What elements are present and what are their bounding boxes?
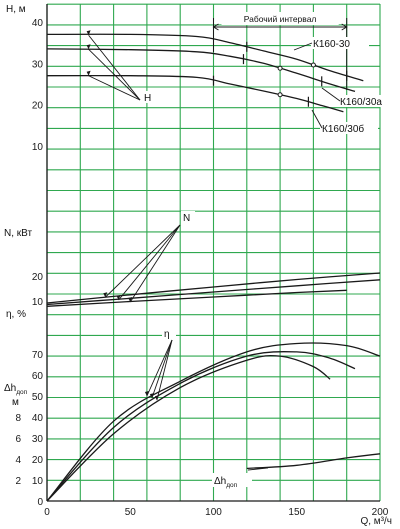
head-callout-label-bg (142, 91, 156, 103)
npsh-callout-label-bg (212, 473, 252, 487)
efficiency-curve-к160-30 (46, 342, 381, 502)
npsh-y-tick-label: 2 (15, 476, 21, 487)
npsh-y-axis-label: Δhдоп (4, 383, 28, 396)
efficiency-y-tick-label: 60 (32, 371, 44, 382)
efficiency-curve-к160-30а (46, 351, 356, 502)
curve-name-leader (311, 109, 323, 129)
head-curve-к160-30 (46, 33, 364, 82)
head-y-tick-label: 20 (32, 101, 44, 112)
power-callout-leader (118, 224, 181, 301)
power-callout-label-bg (181, 211, 195, 223)
efficiency-y-axis-label: η, % (6, 309, 26, 320)
npsh-curve--hдоп (246, 453, 381, 470)
head-curve-к160-30а (46, 48, 356, 93)
x-tick-label: 0 (44, 507, 50, 518)
x-axis-label: Q, м³/ч (360, 516, 392, 527)
power-callout-leader-arrowhead (103, 292, 108, 298)
efficiency-y-tick-label: 50 (32, 392, 44, 403)
curve-name-leader (321, 87, 341, 102)
efficiency-y-tick-label: 20 (32, 455, 44, 466)
efficiency-callout-label: η (164, 329, 170, 340)
head-curve-point-marker (277, 92, 283, 98)
power-callout-leader (129, 224, 181, 303)
curve-name-leader (293, 42, 313, 51)
x-tick-label: 200 (372, 507, 389, 518)
npsh-callout-label: Δhдоп (214, 476, 238, 489)
x-tick-label: 100 (205, 507, 222, 518)
npsh-callout-leader (247, 467, 269, 471)
efficiency-callout-label-bg (162, 327, 176, 339)
head-y-tick-label: 40 (32, 18, 44, 29)
efficiency-y-tick-label: 30 (32, 434, 44, 445)
head-callout-leader (88, 75, 141, 101)
npsh-y-tick-label: 6 (15, 434, 21, 445)
origin-tick-label: 0 (37, 497, 43, 508)
curve-name-label-bg (311, 37, 369, 49)
power-curve-к160-30а (46, 279, 381, 306)
annotations: Рабочий интервал К160-30 К160/30а К160/30б H… (86, 12, 396, 489)
curve-name-label-bg (338, 95, 396, 107)
power-y-tick-label: 10 (32, 297, 44, 308)
power-y-axis-label: N, кВт (4, 228, 32, 239)
head-curve-к160-30б (46, 74, 344, 113)
power-callout-leader-arrowhead (116, 295, 121, 300)
efficiency-callout-leader (151, 339, 173, 399)
efficiency-callout-leader-arrowhead (149, 393, 154, 399)
efficiency-y-tick-label: 40 (32, 413, 44, 424)
working-interval-label-bg (221, 12, 339, 25)
x-tick-label: 50 (125, 507, 137, 518)
curve-name-label-bg (320, 122, 378, 134)
working-interval-arrow-left (212, 23, 219, 31)
curves (46, 33, 381, 502)
head-callout-leader (88, 48, 141, 101)
efficiency-callout-leader (156, 339, 173, 401)
head-y-tick-label: 10 (32, 142, 44, 153)
power-y-tick-label: 20 (32, 272, 44, 283)
power-callout-leader-arrowhead (128, 297, 133, 302)
efficiency-callout-leader (146, 339, 173, 397)
head-callout-leader-arrowhead (86, 70, 91, 76)
power-callout-leader (104, 224, 181, 298)
head-y-axis-label: H, м (6, 4, 26, 15)
npsh-y-tick-label: 8 (15, 413, 21, 424)
head-callout-leader (88, 34, 141, 101)
head-callout-leader-arrowhead (86, 44, 91, 50)
npsh-y-tick-label: 4 (15, 455, 21, 466)
npsh-y-axis-unit: м (12, 397, 19, 408)
x-tick-label: 150 (288, 507, 305, 518)
curve-name-label: К160-30 (313, 39, 350, 50)
power-callout-label: N (183, 213, 190, 224)
power-curve-к160-30б (46, 289, 347, 307)
head-curve-point-marker (277, 65, 283, 71)
head-callout-leader-arrowhead (86, 30, 91, 36)
curve-name-label: К160/30а (340, 97, 382, 108)
power-curve-к160-30 (46, 272, 381, 304)
efficiency-callout-leader-arrowhead (154, 395, 159, 401)
head-y-tick-label: 30 (32, 59, 44, 70)
efficiency-callout-leader-arrowhead (144, 391, 149, 396)
head-callout-label: H (144, 93, 151, 104)
curve-name-label: К160/30б (322, 123, 364, 135)
efficiency-y-tick-label: 70 (32, 350, 44, 361)
efficiency-curve-к160-30б (46, 354, 331, 502)
head-curve-point-marker (310, 62, 316, 68)
working-interval-label: Рабочий интервал (244, 14, 317, 24)
working-interval-arrow-right (341, 23, 348, 31)
efficiency-y-tick-label: 10 (32, 476, 44, 487)
